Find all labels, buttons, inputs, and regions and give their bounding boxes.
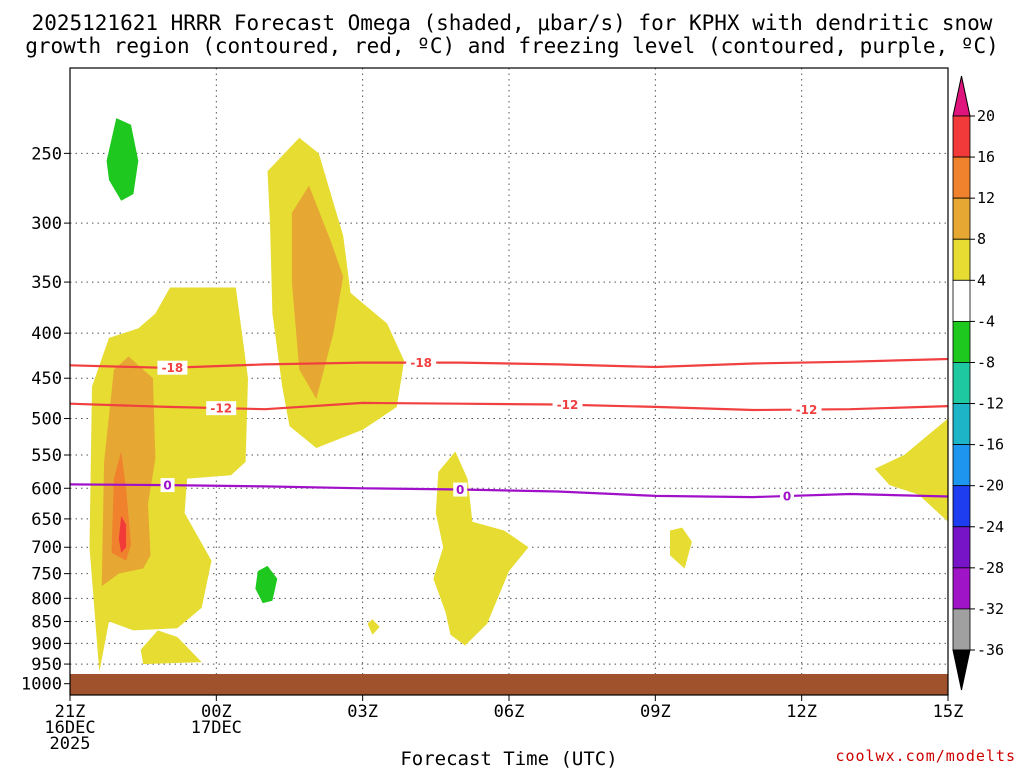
x-tick-label-06Z: 06Z — [494, 702, 525, 722]
omega-region-pos4-3 — [367, 619, 380, 635]
x-tick-label-15Z: 15Z — [933, 702, 964, 722]
y-tick-label-800: 800 — [31, 589, 62, 609]
contour-label-0-1: 0 — [456, 483, 464, 497]
colorbar-label--28: -28 — [977, 559, 1004, 577]
colorbar-label-16: 16 — [977, 148, 995, 166]
colorbar-bottom-arrow — [952, 649, 971, 691]
contour-label-bg-0-0 — [160, 478, 175, 493]
contour-label-bg-0-1 — [453, 482, 468, 497]
y-tick-label-350: 350 — [31, 273, 62, 293]
contour-line-0 — [69, 483, 949, 499]
x-tick-label-17DEC: 17DEC — [191, 718, 242, 738]
y-tick-label-1000: 1000 — [21, 675, 62, 695]
colorbar-bin-1 — [952, 156, 971, 199]
y-tick-label-400: 400 — [31, 324, 62, 344]
contour-label-bg--12-1 — [552, 397, 583, 412]
colorbar: 20 16 12 8 4 -4 -8 -12 -16 -20 -24 -28 -32 -36 — [952, 75, 1004, 691]
colorbar-bin-5 — [952, 320, 971, 363]
omega-region-pos16-10 — [118, 515, 127, 553]
y-tick-label-650: 650 — [31, 510, 62, 530]
contour-label--12-2: -12 — [796, 403, 818, 417]
contour-label--12-0: -12 — [210, 402, 232, 416]
chart-title-line-2: growth region (contoured, red, ºC) and f… — [25, 34, 999, 58]
x-axis-label: Forecast Time (UTC) — [400, 748, 617, 768]
colorbar-bin-8 — [952, 444, 971, 487]
contour-label-bg--18-0 — [157, 360, 188, 375]
colorbar-bin-2 — [952, 197, 971, 240]
colorbar-label--4: -4 — [977, 312, 995, 330]
contour-label-bg-0-2 — [780, 489, 795, 504]
colorbar-bin-0 — [952, 115, 971, 158]
grid-lines — [69, 68, 949, 695]
temperature-contours: -18 -18 -12 -12 -12 0 0 0 — [69, 355, 949, 504]
colorbar-bin-11 — [952, 567, 971, 610]
y-axis-pressure: 2503003504004505005506006507007508008509… — [21, 144, 70, 695]
x-tick-label-12Z: 12Z — [786, 702, 817, 722]
y-tick-label-900: 900 — [31, 634, 62, 654]
omega-region-pos4-5 — [670, 527, 692, 569]
colorbar-label--8: -8 — [977, 353, 995, 371]
colorbar-label-8: 8 — [977, 230, 986, 248]
omega-region-pos8-8 — [291, 185, 344, 399]
colorbar-label--36: -36 — [977, 641, 1004, 659]
y-tick-label-500: 500 — [31, 410, 62, 430]
omega-region-pos4-4 — [433, 451, 529, 646]
contour-label-bg--12-0 — [206, 401, 237, 416]
contour-label-bg--12-2 — [791, 402, 822, 417]
x-tick-label-00Z: 00Z — [201, 702, 232, 722]
ground-below-surface — [70, 674, 948, 695]
colorbar-label--12: -12 — [977, 395, 1004, 413]
omega-region-pos12-9 — [111, 451, 131, 561]
contour-label-bg--18-1 — [406, 355, 437, 370]
x-tick-label-09Z: 09Z — [640, 702, 671, 722]
contour-label--18-1: -18 — [410, 356, 432, 370]
y-tick-label-450: 450 — [31, 369, 62, 389]
contour-label--12-1: -12 — [557, 398, 579, 412]
y-tick-label-250: 250 — [31, 144, 62, 164]
contour-label-0-2: 0 — [783, 490, 791, 504]
x-tick-label-2025: 2025 — [50, 734, 91, 754]
colorbar-bin-6 — [952, 362, 971, 404]
colorbar-bin-4 — [952, 279, 971, 322]
y-tick-label-600: 600 — [31, 479, 62, 499]
y-tick-label-850: 850 — [31, 613, 62, 633]
omega-region-neg4-11 — [106, 118, 139, 201]
colorbar-bin-9 — [952, 485, 971, 528]
y-tick-label-300: 300 — [31, 214, 62, 234]
colorbar-top-arrow — [952, 75, 971, 117]
omega-region-neg4-12 — [255, 565, 278, 604]
y-tick-label-950: 950 — [31, 655, 62, 675]
y-tick-label-550: 550 — [31, 446, 62, 466]
plot-area: -18 -18 -12 -12 -12 0 0 0 — [69, 67, 949, 696]
x-tick-label-21Z: 21Z — [55, 702, 86, 722]
contour-label-0-0: 0 — [163, 479, 171, 493]
contour-label--18-0: -18 — [162, 361, 184, 375]
colorbar-label-12: 12 — [977, 189, 995, 207]
x-tick-label-16DEC: 16DEC — [44, 718, 95, 738]
colorbar-bin-12 — [952, 608, 971, 651]
colorbar-label--32: -32 — [977, 600, 1004, 618]
y-tick-label-750: 750 — [31, 565, 62, 585]
colorbar-label--16: -16 — [977, 436, 1004, 454]
colorbar-label-4: 4 — [977, 271, 986, 289]
colorbar-bin-7 — [952, 403, 971, 446]
colorbar-bin-10 — [952, 526, 971, 569]
x-tick-label-03Z: 03Z — [347, 702, 378, 722]
colorbar-label--20: -20 — [977, 477, 1004, 495]
credit-text: coolwx.com/modelts — [835, 747, 1016, 765]
omega-region-pos4-1 — [140, 630, 202, 665]
chart-title-line-1: 2025121621 HRRR Forecast Omega (shaded, … — [32, 11, 993, 35]
colorbar-label-20: 20 — [977, 107, 995, 125]
y-tick-label-700: 700 — [31, 538, 62, 558]
contour-line--18 — [69, 357, 949, 370]
colorbar-bin-3 — [952, 238, 971, 281]
colorbar-label--24: -24 — [977, 518, 1004, 536]
